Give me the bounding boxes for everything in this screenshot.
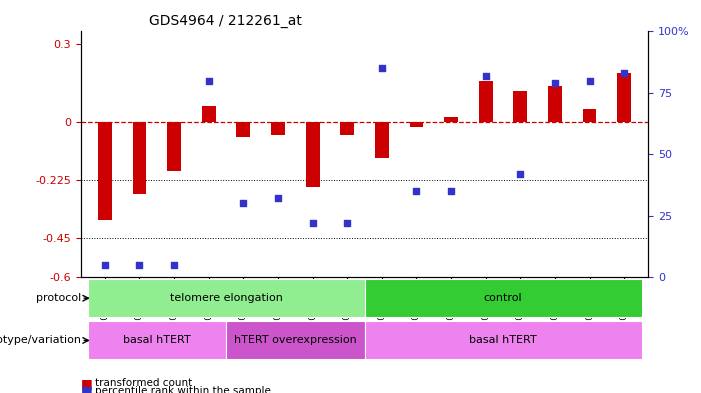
Point <box>550 80 561 86</box>
Point <box>584 77 595 84</box>
Point <box>480 73 491 79</box>
Bar <box>226 321 365 360</box>
Bar <box>365 321 641 360</box>
Text: protocol: protocol <box>36 293 81 303</box>
Bar <box>479 81 493 122</box>
Point <box>515 171 526 177</box>
Point <box>618 70 629 76</box>
Text: ■: ■ <box>81 376 93 390</box>
Bar <box>306 122 320 187</box>
Text: genotype/variation: genotype/variation <box>0 336 81 345</box>
Bar <box>98 122 111 220</box>
Text: basal hTERT: basal hTERT <box>469 336 537 345</box>
Point <box>307 220 318 226</box>
Bar <box>88 321 226 360</box>
Point <box>411 188 422 194</box>
Bar <box>375 122 389 158</box>
Bar <box>513 91 527 122</box>
Point <box>203 77 215 84</box>
Bar <box>132 122 147 195</box>
Text: telomere elongation: telomere elongation <box>170 293 283 303</box>
Bar <box>167 122 181 171</box>
Text: transformed count: transformed count <box>95 378 192 388</box>
Point <box>134 262 145 268</box>
Bar <box>236 122 250 138</box>
Bar <box>365 279 641 317</box>
Bar <box>409 122 423 127</box>
Point <box>341 220 353 226</box>
Bar <box>340 122 354 135</box>
Bar <box>583 109 597 122</box>
Point <box>168 262 179 268</box>
Text: hTERT overexpression: hTERT overexpression <box>234 336 357 345</box>
Point <box>100 262 111 268</box>
Text: GDS4964 / 212261_at: GDS4964 / 212261_at <box>149 14 301 28</box>
Text: percentile rank within the sample: percentile rank within the sample <box>95 386 271 393</box>
Text: control: control <box>484 293 522 303</box>
Bar <box>202 107 216 122</box>
Bar <box>618 73 631 122</box>
Bar <box>548 86 562 122</box>
Bar <box>444 117 458 122</box>
Point <box>238 200 249 207</box>
Point <box>273 195 284 202</box>
Text: basal hTERT: basal hTERT <box>123 336 191 345</box>
Point <box>376 65 388 72</box>
Text: ■: ■ <box>81 384 93 393</box>
Bar <box>271 122 285 135</box>
Bar <box>88 279 365 317</box>
Point <box>445 188 456 194</box>
